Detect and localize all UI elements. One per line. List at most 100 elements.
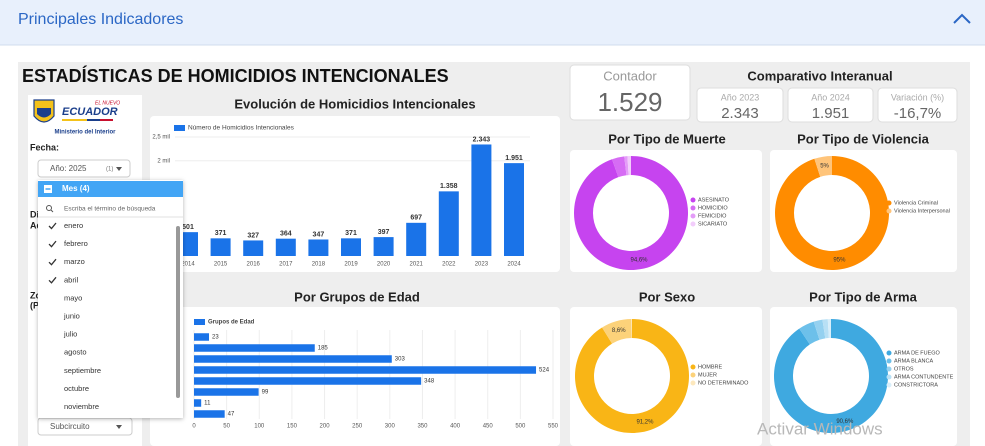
kpi-card: [569, 64, 691, 121]
kpi-value: 1.529: [597, 87, 662, 117]
legend-swatch: [690, 372, 696, 378]
checkmark: [48, 276, 57, 284]
x-tick-label: 2023: [475, 262, 489, 268]
scrollbar[interactable]: [176, 226, 180, 398]
dropdown-option[interactable]: agosto: [64, 348, 87, 357]
kpi-value: 2.343: [721, 105, 759, 122]
data-label: 397: [378, 229, 390, 236]
dropdown-arrow: [116, 425, 122, 429]
x-tick-label: 2021: [410, 262, 424, 268]
x-tick-label: 50: [223, 424, 230, 430]
bar: [471, 144, 492, 256]
checkmark: [48, 240, 57, 248]
pie-slice: [774, 319, 889, 433]
dropdown-option[interactable]: marzo: [64, 257, 85, 266]
search-icon: [46, 205, 52, 211]
bar: [504, 163, 524, 256]
search-input[interactable]: Escriba el término de búsqueda: [64, 206, 156, 213]
data-label: 1.358: [440, 183, 458, 190]
x-tick-label: 2022: [442, 262, 456, 268]
legend-label: ASESINATO: [698, 197, 730, 203]
data-label: 185: [318, 346, 329, 352]
data-label: 1.951: [505, 155, 523, 162]
logo-stripe: [62, 119, 87, 121]
checkmark: [48, 222, 57, 230]
collapse-button[interactable]: [953, 13, 971, 24]
pie-slice: [624, 156, 629, 176]
watermark: Activar Windows: [757, 419, 883, 438]
logo-stripe: [100, 119, 113, 121]
pie-slice: [574, 156, 688, 270]
logo: EL NUEVO ECUADOR Ministerio del Interior: [33, 99, 120, 136]
chart-card: [770, 150, 957, 272]
dropdown-panel: [38, 180, 183, 418]
legend-label: ARMA CONTUNDENTE: [894, 374, 954, 380]
chart-title: Por Tipo de Arma: [809, 289, 917, 304]
x-tick-label: 2020: [377, 262, 391, 268]
dropdown-option[interactable]: octubre: [64, 384, 89, 393]
legend-swatch: [886, 374, 892, 380]
dashboard-title: ESTADÍSTICAS DE HOMICIDIOS INTENCIONALES: [22, 65, 449, 86]
dropdown-box[interactable]: [37, 159, 131, 178]
bar: [194, 377, 422, 385]
data-label: 697: [410, 215, 422, 222]
logo-ministry: Ministerio del Interior: [54, 130, 116, 136]
dropdown-option[interactable]: abril: [64, 275, 79, 284]
legend-label: MUJER: [698, 372, 717, 378]
bar: [373, 237, 394, 256]
x-tick-label: 2019: [344, 262, 358, 268]
data-label: 99: [262, 390, 269, 396]
x-tick-label: 2024: [507, 262, 521, 268]
data-label: 2.343: [473, 136, 491, 143]
kpi-value: 1.951: [812, 105, 850, 122]
data-label: 371: [345, 230, 357, 237]
pie-slice: [774, 156, 890, 270]
legend-label: Número de Homicidios Intencionales: [188, 125, 295, 132]
y-tick-label: 2 mil: [157, 158, 170, 164]
data-label: 11: [204, 401, 211, 407]
legend-label: HOMICIDIO: [698, 205, 728, 211]
legend-label: FEMICIDIO: [698, 213, 727, 219]
x-tick-label: 400: [450, 424, 461, 430]
dropdown-option[interactable]: febrero: [64, 239, 88, 248]
chart-title: Por Grupos de Edad: [294, 289, 420, 304]
year-dropdown[interactable]: Año: 2025 (1): [37, 159, 131, 178]
legend-label: Violencia Criminal: [894, 200, 938, 206]
x-tick-label: 300: [385, 424, 396, 430]
data-label: 327: [247, 232, 259, 239]
chart-title: Por Tipo de Violencia: [797, 131, 929, 146]
kpi-label: Contador: [603, 68, 657, 83]
x-tick-label: 2018: [312, 262, 326, 268]
legend-swatch: [690, 197, 696, 203]
x-tick-label: 2016: [247, 262, 261, 268]
data-label: 524: [539, 368, 550, 374]
data-label: 303: [395, 357, 406, 363]
dropdown-header[interactable]: [38, 181, 183, 197]
dropdown-option[interactable]: noviembre: [64, 402, 99, 411]
data-label: 8,6%: [612, 328, 626, 334]
bar: [438, 191, 459, 256]
dropdown-option[interactable]: mayo: [64, 293, 82, 302]
dropdown-option[interactable]: enero: [64, 221, 83, 230]
dropdown-option[interactable]: julio: [63, 330, 77, 339]
bar: [194, 399, 202, 407]
x-tick-label: 0: [192, 424, 196, 430]
data-label: 5%: [820, 164, 829, 170]
dropdown-option[interactable]: junio: [63, 311, 80, 320]
dropdown-option[interactable]: septiembre: [64, 366, 101, 375]
header-bar: [0, 0, 985, 45]
x-tick-label: 450: [483, 424, 494, 430]
legend-swatch: [194, 319, 205, 325]
kpi-label: Año 2023: [721, 92, 760, 102]
data-label: 371: [215, 230, 227, 237]
pie-slice: [627, 156, 631, 176]
dropdown-header-label: Mes (4): [62, 184, 90, 193]
pie-slice: [602, 319, 632, 344]
pie-slice: [827, 319, 831, 339]
x-tick-label: 150: [287, 424, 298, 430]
header-title: Principales Indicadores: [18, 11, 183, 28]
subcircuito-dropdown[interactable]: Subcircuito: [37, 417, 133, 436]
chart-title: Por Tipo de Muerte: [608, 131, 726, 146]
data-label: 91,2%: [636, 419, 654, 425]
